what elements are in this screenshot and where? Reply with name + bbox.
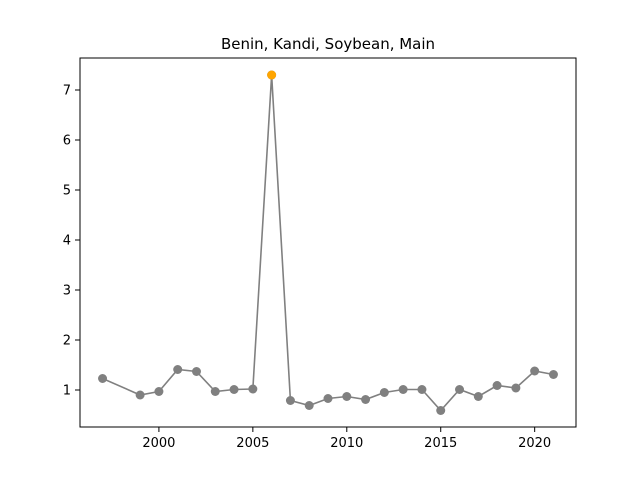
x-tick-label: 2000 xyxy=(142,436,175,451)
data-point xyxy=(511,383,521,393)
data-point xyxy=(173,365,183,374)
data-point xyxy=(417,385,427,394)
data-point xyxy=(492,381,502,390)
data-point xyxy=(342,392,352,401)
data-point xyxy=(229,385,239,394)
y-tick-label: 7 xyxy=(63,84,71,99)
y-tick-label: 3 xyxy=(63,284,71,299)
data-point xyxy=(285,396,295,405)
data-point xyxy=(379,388,389,397)
y-tick-label: 5 xyxy=(63,184,71,199)
data-point xyxy=(248,384,258,394)
y-tick-label: 2 xyxy=(63,334,71,349)
y-tick-label: 4 xyxy=(63,234,71,249)
series-line xyxy=(102,74,554,412)
highlight-point xyxy=(267,70,277,80)
axes: 2000 2005 2010 2015 2020 1 2 3 4 5 6 7 xyxy=(63,84,551,452)
data-point xyxy=(548,370,558,379)
x-tick-label: 2010 xyxy=(330,436,363,451)
data-point xyxy=(323,394,333,403)
plot-frame xyxy=(79,57,577,428)
data-point xyxy=(436,406,446,415)
data-point xyxy=(455,385,465,394)
chart-title: Benin, Kandi, Soybean, Main xyxy=(221,35,435,53)
data-point xyxy=(98,374,108,383)
data-point xyxy=(530,366,540,376)
data-point xyxy=(304,401,314,410)
x-tick-label: 2015 xyxy=(424,436,457,451)
y-tick-label: 6 xyxy=(63,134,71,149)
x-tick-label: 2005 xyxy=(236,436,269,451)
x-tick-label: 2020 xyxy=(518,436,551,451)
data-point xyxy=(361,395,371,404)
data-point xyxy=(210,387,220,396)
y-tick-label: 1 xyxy=(63,384,71,399)
data-point xyxy=(191,367,201,376)
data-point xyxy=(398,385,408,394)
data-point xyxy=(135,390,145,400)
data-point xyxy=(473,392,483,401)
series-layer xyxy=(98,70,558,415)
data-point xyxy=(154,387,164,396)
